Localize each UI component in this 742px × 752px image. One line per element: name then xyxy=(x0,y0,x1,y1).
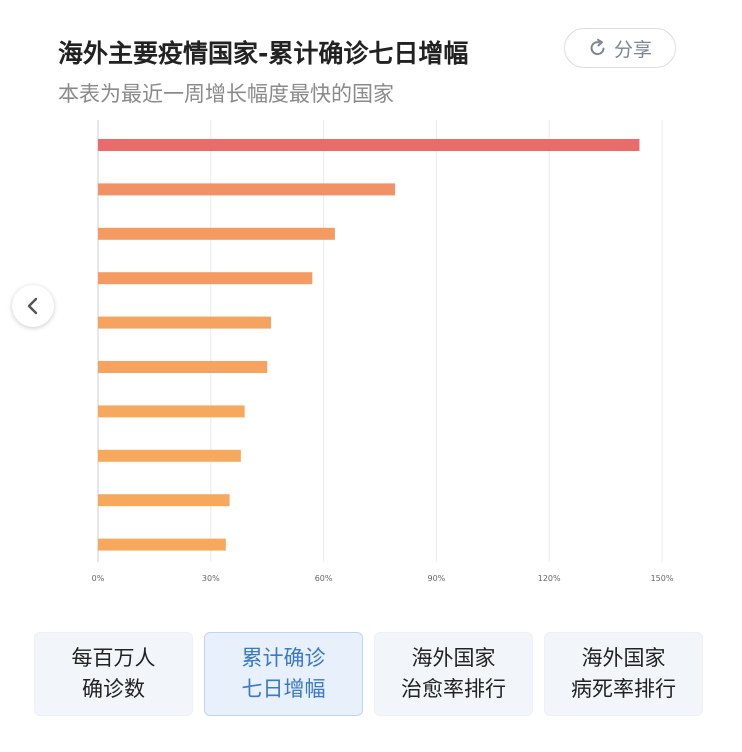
bar xyxy=(98,405,245,418)
bar xyxy=(98,316,271,329)
x-tick-label: 0% xyxy=(92,574,105,583)
x-tick-label: 60% xyxy=(315,574,333,583)
tab-label-line2: 病死率排行 xyxy=(571,677,676,701)
bar xyxy=(98,449,241,462)
bar xyxy=(98,183,396,196)
bar xyxy=(98,494,230,507)
x-tick-label: 30% xyxy=(202,574,220,583)
share-icon xyxy=(590,38,605,56)
bar xyxy=(98,272,313,285)
x-tick-label: 90% xyxy=(428,574,446,583)
bar-chart: 0% 30% 60% 90% 120% 150% xyxy=(92,120,674,583)
tab-label-line1: 每百万人 xyxy=(71,646,156,670)
tab-label-line2: 确诊数 xyxy=(82,677,145,701)
tab-label-line1: 累计确诊 xyxy=(241,646,326,670)
tab-seven-day-growth[interactable]: 累计确诊 七日增幅 xyxy=(204,632,363,716)
tab-recovery-rate[interactable]: 海外国家 治愈率排行 xyxy=(374,632,533,716)
tab-label-line2: 七日增幅 xyxy=(241,677,326,701)
tab-fatality-rate[interactable]: 海外国家 病死率排行 xyxy=(544,632,703,716)
share-button[interactable]: 分享 xyxy=(564,28,676,68)
share-label: 分享 xyxy=(613,38,652,61)
tab-label-line1: 海外国家 xyxy=(581,646,666,670)
x-tick-label: 150% xyxy=(651,574,674,583)
chevron-left-icon xyxy=(27,297,38,315)
bar xyxy=(98,538,226,551)
chart-card: 海外主要疫情国家-累计确诊七日增幅 本表为最近一周增长幅度最快的国家 分享 xyxy=(34,18,704,610)
bar xyxy=(98,361,268,373)
bar xyxy=(98,139,640,151)
prev-button[interactable] xyxy=(12,285,54,327)
bar xyxy=(98,227,335,240)
tab-label-line1: 海外国家 xyxy=(411,646,496,670)
tab-label-line2: 治愈率排行 xyxy=(401,677,506,701)
tab-bar: 每百万人确诊数 累计确诊七日增幅 海外国家治愈率排行 海外国家病死率排行 xyxy=(34,632,704,716)
page-subtitle: 本表为最近一周增长幅度最快的国家 xyxy=(58,82,394,106)
x-tick-label: 120% xyxy=(538,574,561,583)
page-title: 海外主要疫情国家-累计确诊七日增幅 xyxy=(58,39,469,68)
tab-per-million-cases[interactable]: 每百万人 确诊数 xyxy=(34,632,193,716)
